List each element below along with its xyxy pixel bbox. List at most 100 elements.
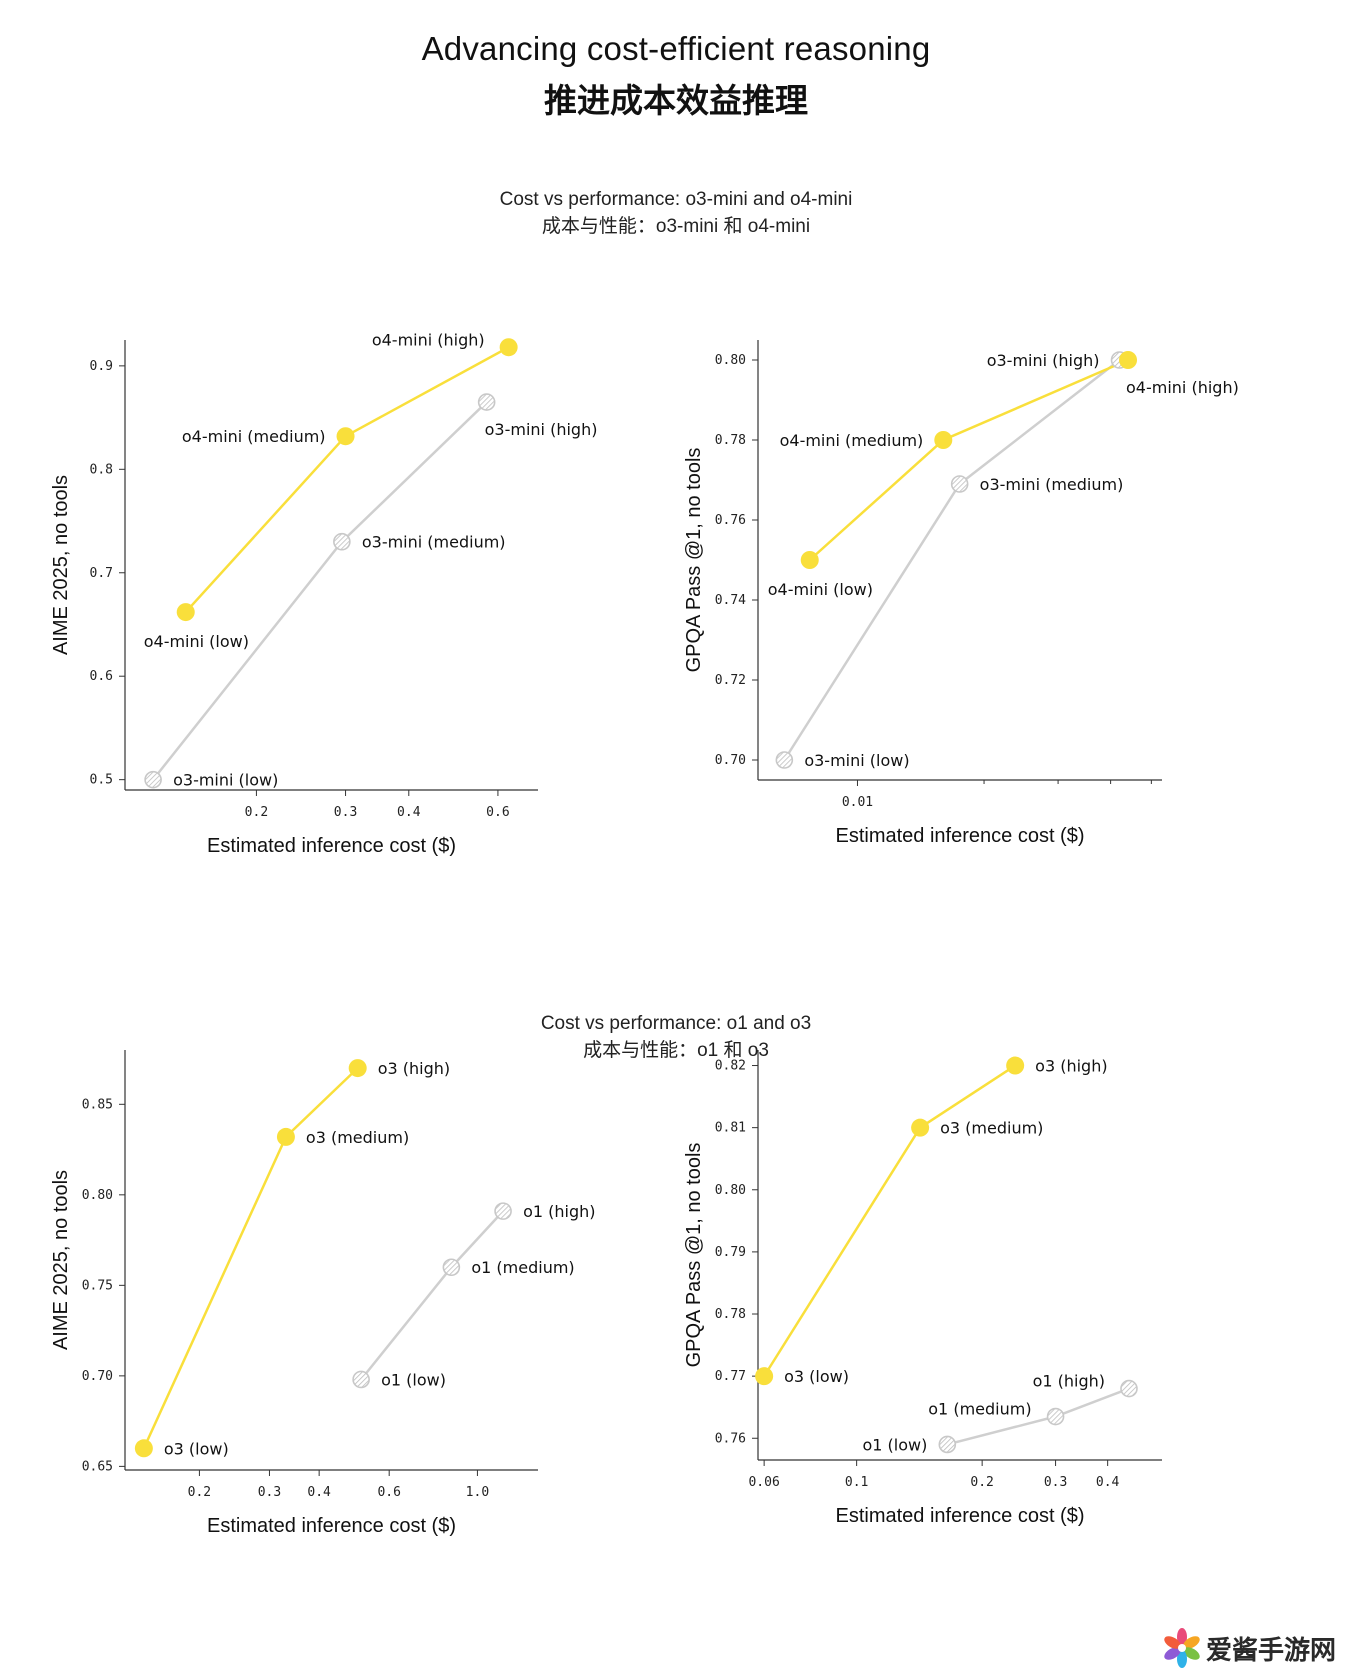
- data-point: [494, 1202, 512, 1220]
- section-title-mini-models: Cost vs performance: o3-mini and o4-mini…: [0, 186, 1352, 240]
- data-point-label: o4-mini (low): [768, 580, 873, 599]
- data-point: [800, 551, 819, 569]
- data-point-label: o3 (medium): [306, 1128, 409, 1147]
- y-axis-label: AIME 2025, no tools: [50, 475, 72, 655]
- y-tick-label: 0.85: [82, 1097, 113, 1112]
- x-tick-label: 0.3: [1044, 1475, 1067, 1490]
- y-tick-label: 0.80: [715, 353, 746, 368]
- y-tick-label: 0.77: [715, 1369, 746, 1384]
- data-point: [1119, 351, 1138, 369]
- data-point-label: o3 (medium): [940, 1119, 1043, 1138]
- x-tick-label: 0.01: [842, 795, 873, 810]
- chart-gpqa-o1-o3: 0.76 0.77 0.78 0.79 0.80 0.81 0.82 0.06 0.1 0.2 0.…: [683, 1050, 1162, 1527]
- y-axis-label: AIME 2025, no tools: [50, 1170, 72, 1350]
- data-point-label: o3 (low): [784, 1367, 849, 1386]
- data-point: [333, 532, 351, 551]
- y-tick-label: 0.70: [715, 753, 746, 768]
- x-axis-label: Estimated inference cost ($): [836, 1505, 1085, 1527]
- series-line-o3: [763, 1064, 1016, 1377]
- y-tick-label: 0.78: [715, 433, 746, 448]
- section-title-en: Cost vs performance: o3-mini and o4-mini: [499, 189, 853, 210]
- y-tick-label: 0.65: [82, 1459, 113, 1474]
- x-tick-label: 0.6: [486, 805, 509, 820]
- data-point: [499, 338, 518, 357]
- chart-aime-o1-o3: 0.65 0.70 0.75 0.80 0.85 0.2 0.3 0.4 0.6 1.0 Estim…: [50, 1050, 595, 1537]
- y-tick-label: 0.8: [90, 462, 113, 477]
- x-tick-label: 1.0: [466, 1485, 489, 1500]
- y-tick-label: 0.5: [90, 773, 113, 788]
- data-point-label: o3-mini (low): [173, 771, 278, 790]
- series-line-o4-mini: [184, 346, 510, 613]
- page-title-chinese: 推进成本效益推理: [544, 82, 808, 119]
- data-point: [276, 1127, 295, 1146]
- y-tick-label: 0.75: [82, 1278, 113, 1293]
- y-tick-label: 0.76: [715, 513, 746, 528]
- data-point: [934, 431, 953, 449]
- data-point-label: o3-mini (high): [987, 351, 1100, 370]
- y-tick-label: 0.80: [82, 1188, 113, 1203]
- x-tick-label: 0.3: [334, 805, 357, 820]
- series-line-o3-mini: [152, 401, 488, 781]
- data-point: [176, 603, 195, 622]
- data-point-label: o1 (high): [1033, 1372, 1105, 1391]
- y-tick-label: 0.78: [715, 1307, 746, 1322]
- flower-logo-icon: [1164, 1628, 1200, 1668]
- section-title-zh: 成本与性能：o3-mini 和 o4-mini: [541, 216, 811, 237]
- data-point-label: o1 (medium): [928, 1400, 1031, 1419]
- data-point-label: o1 (high): [523, 1202, 595, 1221]
- y-tick-label: 0.81: [715, 1121, 746, 1136]
- data-point-label: o4-mini (low): [144, 632, 249, 651]
- watermark-text: 爱酱手游网: [1206, 1636, 1337, 1666]
- x-tick-label: 0.4: [397, 805, 421, 820]
- y-tick-label: 0.6: [90, 669, 113, 684]
- data-point: [477, 393, 496, 411]
- x-tick-label: 0.4: [307, 1485, 331, 1500]
- x-tick-label: 0.2: [970, 1475, 993, 1490]
- x-tick-label: 0.4: [1096, 1475, 1120, 1490]
- x-tick-label: 0.2: [188, 1485, 211, 1500]
- y-tick-label: 0.80: [715, 1183, 746, 1198]
- data-point-label: o3 (high): [1035, 1057, 1107, 1076]
- y-tick-label: 0.82: [715, 1059, 746, 1074]
- data-point-label: o4-mini (high): [1126, 378, 1239, 397]
- data-point: [755, 1367, 774, 1386]
- series-line-o3-mini: [783, 359, 1121, 761]
- y-tick-label: 0.72: [715, 673, 746, 688]
- data-point: [1046, 1407, 1065, 1426]
- x-tick-label: 0.1: [845, 1475, 868, 1490]
- data-point-label: o4-mini (medium): [780, 431, 924, 450]
- y-tick-label: 0.74: [715, 593, 746, 608]
- data-point-label: o3-mini (medium): [980, 475, 1124, 494]
- x-tick-label: 0.06: [748, 1475, 779, 1490]
- data-point-label: o3-mini (high): [485, 420, 598, 439]
- x-axis-label: Estimated inference cost ($): [207, 1515, 456, 1537]
- data-point: [144, 770, 162, 789]
- y-axis-label: GPQA Pass @1, no tools: [683, 448, 705, 673]
- data-point: [134, 1439, 153, 1458]
- data-point: [352, 1370, 370, 1389]
- y-axis-label: GPQA Pass @1, no tools: [683, 1143, 705, 1368]
- chart-aime-mini: 0.5 0.6 0.7 0.8 0.9 0.2 0.3 0.4 0.6 Estimated inf…: [50, 330, 598, 857]
- y-tick-label: 0.76: [715, 1431, 746, 1446]
- x-axis-label: Estimated inference cost ($): [836, 825, 1085, 847]
- section-title-zh: 成本与性能：o1 和 o3: [583, 1040, 769, 1061]
- section-title-en: Cost vs performance: o1 and o3: [540, 1013, 812, 1034]
- x-tick-label: 0.2: [245, 805, 268, 820]
- data-point-label: o3-mini (medium): [362, 533, 506, 552]
- data-point: [911, 1118, 930, 1137]
- data-point: [336, 427, 355, 446]
- page-title: Advancing cost-efficient reasoning: [421, 30, 931, 67]
- y-tick-label: 0.70: [82, 1369, 113, 1384]
- data-point-label: o1 (low): [381, 1370, 446, 1389]
- data-point-label: o3 (low): [164, 1439, 229, 1458]
- x-tick-label: 0.3: [258, 1485, 281, 1500]
- data-point: [1120, 1379, 1138, 1398]
- data-point-label: o4-mini (medium): [182, 427, 326, 446]
- y-tick-label: 0.7: [90, 566, 113, 581]
- x-axis-label: Estimated inference cost ($): [207, 835, 456, 857]
- x-tick-label: 0.6: [377, 1485, 400, 1500]
- watermark: 爱酱手游网: [1158, 1620, 1348, 1676]
- data-point-label: o3-mini (low): [804, 751, 909, 770]
- section-title-o1-o3: Cost vs performance: o1 and o3 成本与性能：o1 …: [0, 1010, 1352, 1064]
- series-line-o1: [360, 1210, 504, 1381]
